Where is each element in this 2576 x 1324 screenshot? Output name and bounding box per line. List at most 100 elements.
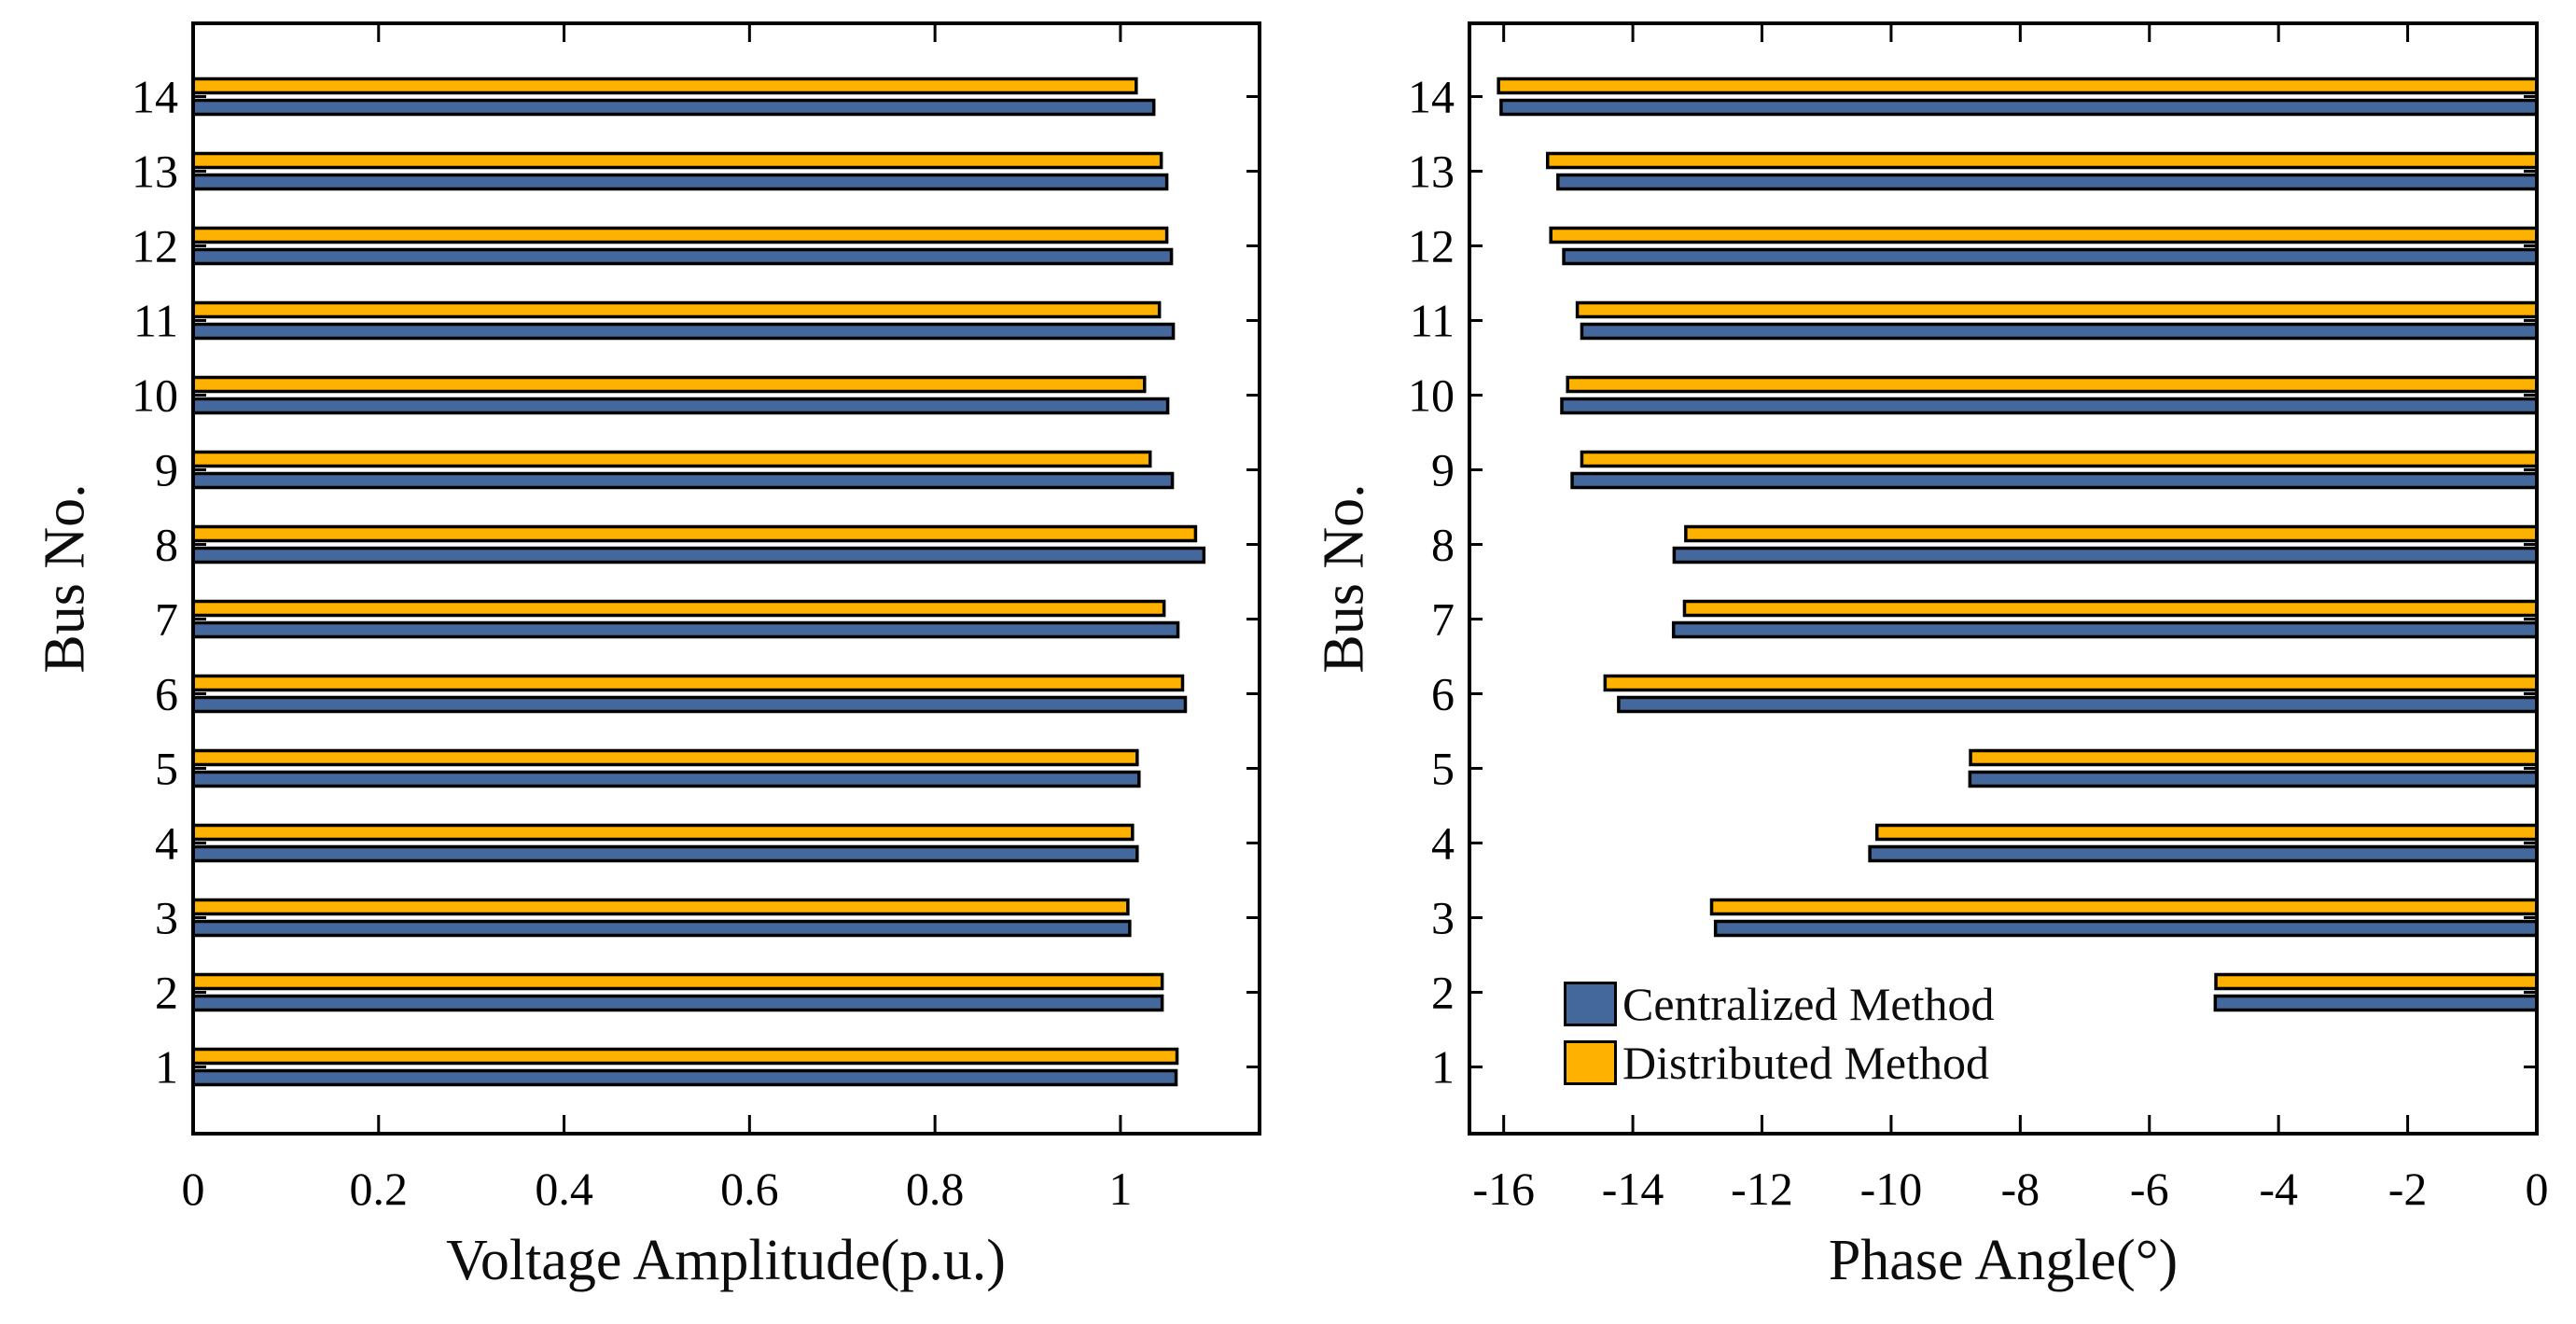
phase_angle-bar-bus-11-centralized <box>1580 322 2539 341</box>
voltage_amplitude-bar-bus-11-distributed <box>191 300 1162 319</box>
x-tick-label: 0.8 <box>906 1163 965 1215</box>
y-tick-label: 5 <box>1431 743 1455 795</box>
y-tick-label: 8 <box>155 519 178 571</box>
voltage_amplitude-bar-bus-14-distributed <box>191 77 1138 95</box>
phase_angle-bar-bus-3-distributed <box>1709 898 2539 916</box>
x-tick-label: 0 <box>2526 1163 2549 1215</box>
voltage_amplitude-bar-bus-5-distributed <box>191 748 1139 767</box>
voltage_amplitude-bar-bus-9-distributed <box>191 450 1152 468</box>
y-tick-label: 6 <box>1431 668 1455 720</box>
phase_angle-bar-bus-6-centralized <box>1617 695 2539 714</box>
phase_angle-bar-bus-12-distributed <box>1549 226 2539 244</box>
phase_angle-bar-bus-4-distributed <box>1874 823 2539 842</box>
plot-box <box>1468 21 2539 1136</box>
y-tick-label: 7 <box>1431 593 1455 646</box>
y-tick-label: 13 <box>1408 146 1455 198</box>
voltage_amplitude-bar-bus-6-distributed <box>191 674 1185 692</box>
voltage_amplitude-bar-bus-8-centralized <box>191 546 1206 564</box>
phase_angle-bar-bus-10-distributed <box>1566 375 2539 394</box>
x-tick-label: -10 <box>1860 1163 1923 1215</box>
voltage_amplitude-bar-bus-2-centralized <box>191 994 1164 1012</box>
y-tick-label: 4 <box>1431 817 1455 870</box>
x-tick-label: -12 <box>1731 1163 1793 1215</box>
legend-item-centralized: Centralized Method <box>1564 981 1995 1027</box>
legend-label-centralized: Centralized Method <box>1622 978 1995 1030</box>
x-tick-label: 0.2 <box>350 1163 409 1215</box>
phase_angle-bar-bus-14-distributed <box>1497 77 2539 95</box>
y-tick-label: 7 <box>155 593 178 646</box>
x-tick-label: -2 <box>2388 1163 2428 1215</box>
phase_angle-bar-bus-13-centralized <box>1556 173 2539 191</box>
phase-xaxis-title: Phase Angle(°) <box>1828 1229 2179 1292</box>
y-tick-label: 6 <box>155 668 178 720</box>
phase_angle-bar-bus-2-distributed <box>2214 972 2539 991</box>
voltage_amplitude-bar-bus-1-distributed <box>191 1047 1179 1066</box>
legend-item-distributed: Distributed Method <box>1564 1039 1995 1086</box>
voltage_amplitude-bar-bus-10-distributed <box>191 375 1147 394</box>
phase_angle-bar-bus-2-centralized <box>2213 994 2539 1012</box>
voltage_amplitude-bar-bus-6-centralized <box>191 695 1188 714</box>
voltage_amplitude-bar-bus-12-centralized <box>191 247 1174 266</box>
y-tick-label: 9 <box>1431 444 1455 496</box>
phase_angle-bar-bus-12-centralized <box>1562 247 2539 266</box>
y-tick-label: 13 <box>132 146 178 198</box>
y-tick-label: 3 <box>1431 892 1455 944</box>
phase_angle-bar-bus-10-centralized <box>1560 397 2539 415</box>
phase_angle-bar-bus-8-centralized <box>1672 546 2539 564</box>
y-tick-label: 9 <box>155 444 178 496</box>
y-tick-label: 1 <box>155 1041 178 1094</box>
y-tick-label: 4 <box>155 817 178 870</box>
voltage_amplitude-bar-bus-14-centralized <box>191 98 1156 117</box>
voltage_amplitude-bar-bus-4-distributed <box>191 823 1135 842</box>
y-tick-label: 14 <box>1408 71 1455 123</box>
phase_angle-bar-bus-7-distributed <box>1682 599 2539 618</box>
x-tick-label: -6 <box>2130 1163 2169 1215</box>
y-tick-label: 14 <box>132 71 178 123</box>
distributed-swatch-icon <box>1564 1040 1617 1085</box>
voltage_amplitude-bar-bus-9-centralized <box>191 471 1175 490</box>
voltage_amplitude-bar-bus-10-centralized <box>191 397 1170 415</box>
y-tick-label: 1 <box>1431 1041 1455 1094</box>
voltage_amplitude-bar-bus-13-centralized <box>191 173 1169 191</box>
y-tick-label: 11 <box>133 295 178 347</box>
legend: Centralized Method Distributed Method <box>1564 981 1995 1098</box>
phase_angle-bar-bus-9-centralized <box>1570 471 2539 490</box>
y-tick-label: 10 <box>132 369 178 422</box>
x-tick-label: -14 <box>1602 1163 1664 1215</box>
centralized-swatch-icon <box>1564 982 1617 1026</box>
x-tick-label: 1 <box>1108 1163 1132 1215</box>
y-tick-label: 3 <box>155 892 178 944</box>
legend-label-distributed: Distributed Method <box>1622 1037 1990 1089</box>
voltage_amplitude-bar-bus-1-centralized <box>191 1068 1178 1087</box>
phase_angle-bar-bus-5-distributed <box>1969 748 2539 767</box>
voltage_amplitude-bar-bus-3-centralized <box>191 919 1132 938</box>
voltage_amplitude-bar-bus-2-distributed <box>191 972 1164 991</box>
phase_angle-bar-bus-5-centralized <box>1968 770 2539 788</box>
voltage_amplitude-bar-bus-4-centralized <box>191 844 1139 863</box>
voltage_amplitude-bar-bus-11-centralized <box>191 322 1176 341</box>
phase_angle-bar-bus-4-centralized <box>1868 844 2539 863</box>
phase_angle-bar-bus-13-distributed <box>1545 151 2539 170</box>
y-tick-label: 10 <box>1408 369 1455 422</box>
y-tick-label: 12 <box>1408 220 1455 272</box>
phase-yaxis-title: Bus No. <box>1312 483 1376 674</box>
phase_angle-bar-bus-6-distributed <box>1603 674 2539 692</box>
y-tick-label: 2 <box>1431 967 1455 1019</box>
y-tick-label: 11 <box>1410 295 1455 347</box>
voltage-yaxis-title: Bus No. <box>33 483 97 674</box>
phase_angle-bar-bus-9-distributed <box>1580 450 2539 468</box>
phase_angle-bar-bus-11-distributed <box>1575 300 2539 319</box>
y-tick-label: 2 <box>155 967 178 1019</box>
x-tick-label: -4 <box>2259 1163 2298 1215</box>
y-tick-label: 12 <box>132 220 178 272</box>
plot-box <box>191 21 1261 1136</box>
phase_angle-bar-bus-7-centralized <box>1671 620 2539 639</box>
voltage_amplitude-bar-bus-12-distributed <box>191 226 1169 244</box>
voltage_amplitude-bar-bus-7-centralized <box>191 620 1180 639</box>
x-tick-label: -16 <box>1472 1163 1535 1215</box>
voltage-xaxis-title: Voltage Amplitude(p.u.) <box>446 1229 1006 1292</box>
